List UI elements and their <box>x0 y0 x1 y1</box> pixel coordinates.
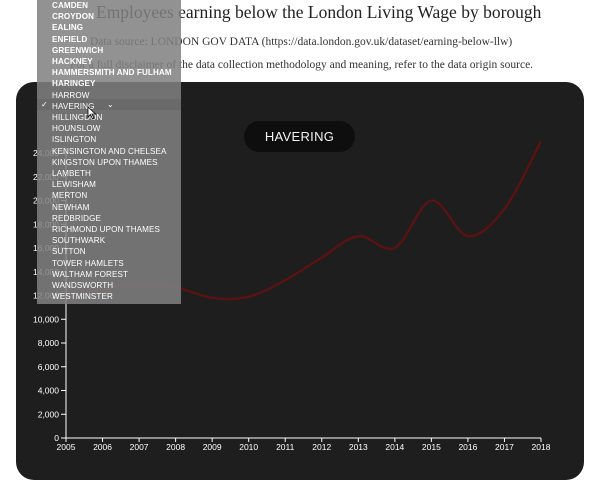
x-tick-label: 2005 <box>57 442 76 452</box>
x-axis: 2005 2006 2007 2008 2009 2010 2011 2012 2013 2014… <box>57 437 551 452</box>
dropdown-option[interactable]: NEWHAM <box>52 202 90 212</box>
x-tick-label: 2018 <box>532 442 551 452</box>
dropdown-option[interactable]: HILLINGDON <box>52 113 103 122</box>
x-tick-label: 2006 <box>93 442 112 452</box>
x-tick-label: 2007 <box>130 442 149 452</box>
dropdown-option[interactable]: KENSINGTON AND CHELSEA <box>52 146 167 156</box>
x-tick-label: 2010 <box>239 442 258 452</box>
x-tick-label: 2012 <box>312 442 331 452</box>
chevron-down-icon[interactable]: ⌄ <box>107 100 114 109</box>
data-source-text: Data source: LONDON GOV DATA (https://da… <box>90 36 513 48</box>
selected-borough-badge: HAVERING <box>244 121 355 152</box>
x-tick-label: 2008 <box>166 442 185 452</box>
dropdown-option[interactable]: KINGSTON UPON THAMES <box>52 157 158 167</box>
dropdown-option[interactable]: SOUTHWARK <box>52 236 106 246</box>
x-tick-label: 2015 <box>422 442 441 452</box>
dropdown-option[interactable]: TOWER HAMLETS <box>52 258 124 268</box>
dropdown-option[interactable]: HOUNSLOW <box>52 124 101 134</box>
dropdown-option[interactable]: ISLINGTON <box>52 135 97 145</box>
borough-dropdown-list[interactable]: ✓ ⌄ CAMDEN CROYDON EALING ENFIELD GREENWICH H… <box>37 0 181 304</box>
dropdown-option[interactable]: CAMDEN <box>52 1 89 10</box>
y-tick-label: 2,000 <box>38 409 60 419</box>
x-tick-label: 2011 <box>276 442 295 452</box>
y-tick-label: 8,000 <box>38 338 60 348</box>
x-tick-label: 2014 <box>385 442 404 452</box>
page-title: Employees earning below the London Livin… <box>96 2 542 22</box>
dropdown-option[interactable]: ENFIELD <box>52 34 88 44</box>
mouse-pointer-icon <box>87 106 97 120</box>
dropdown-option[interactable]: HARINGEY <box>52 79 96 89</box>
dropdown-option[interactable]: WANDSWORTH <box>52 281 114 290</box>
dropdown-option[interactable]: EALING <box>52 23 84 33</box>
dropdown-option[interactable]: RICHMOND UPON THAMES <box>52 225 160 234</box>
dropdown-option[interactable]: HACKNEY <box>52 57 93 66</box>
dropdown-option[interactable]: CROYDON <box>52 12 95 22</box>
dropdown-option[interactable]: LAMBETH <box>52 169 91 178</box>
dropdown-highlight-row[interactable] <box>37 99 181 110</box>
y-tick-label: 0 <box>54 433 59 443</box>
dropdown-option[interactable]: GREENWICH <box>52 45 104 55</box>
dropdown-option[interactable]: WALTHAM FOREST <box>52 269 129 279</box>
y-tick-label: 4,000 <box>38 386 60 396</box>
dropdown-option[interactable]: REDBRIDGE <box>52 213 102 223</box>
x-tick-label: 2016 <box>458 442 477 452</box>
y-tick-label: 10,000 <box>33 314 59 324</box>
dropdown-option[interactable]: SUTTON <box>52 247 86 257</box>
dropdown-option[interactable]: HARROW <box>52 90 90 100</box>
dropdown-option[interactable]: WESTMINSTER <box>52 292 113 302</box>
dropdown-option[interactable]: MERTON <box>52 191 88 201</box>
disclaimer-text: For a full disclaimer of the data collec… <box>70 59 534 71</box>
y-tick-label: 6,000 <box>38 362 60 372</box>
checkmark-icon: ✓ <box>41 100 48 109</box>
x-tick-label: 2017 <box>495 442 514 452</box>
dropdown-option[interactable]: HAMMERSMITH AND FULHAM <box>52 68 172 78</box>
x-tick-label: 2013 <box>349 442 368 452</box>
dropdown-option[interactable]: LEWISHAM <box>52 180 96 190</box>
dropdown-option[interactable]: HAVERING <box>52 101 95 111</box>
x-tick-label: 2009 <box>203 442 222 452</box>
